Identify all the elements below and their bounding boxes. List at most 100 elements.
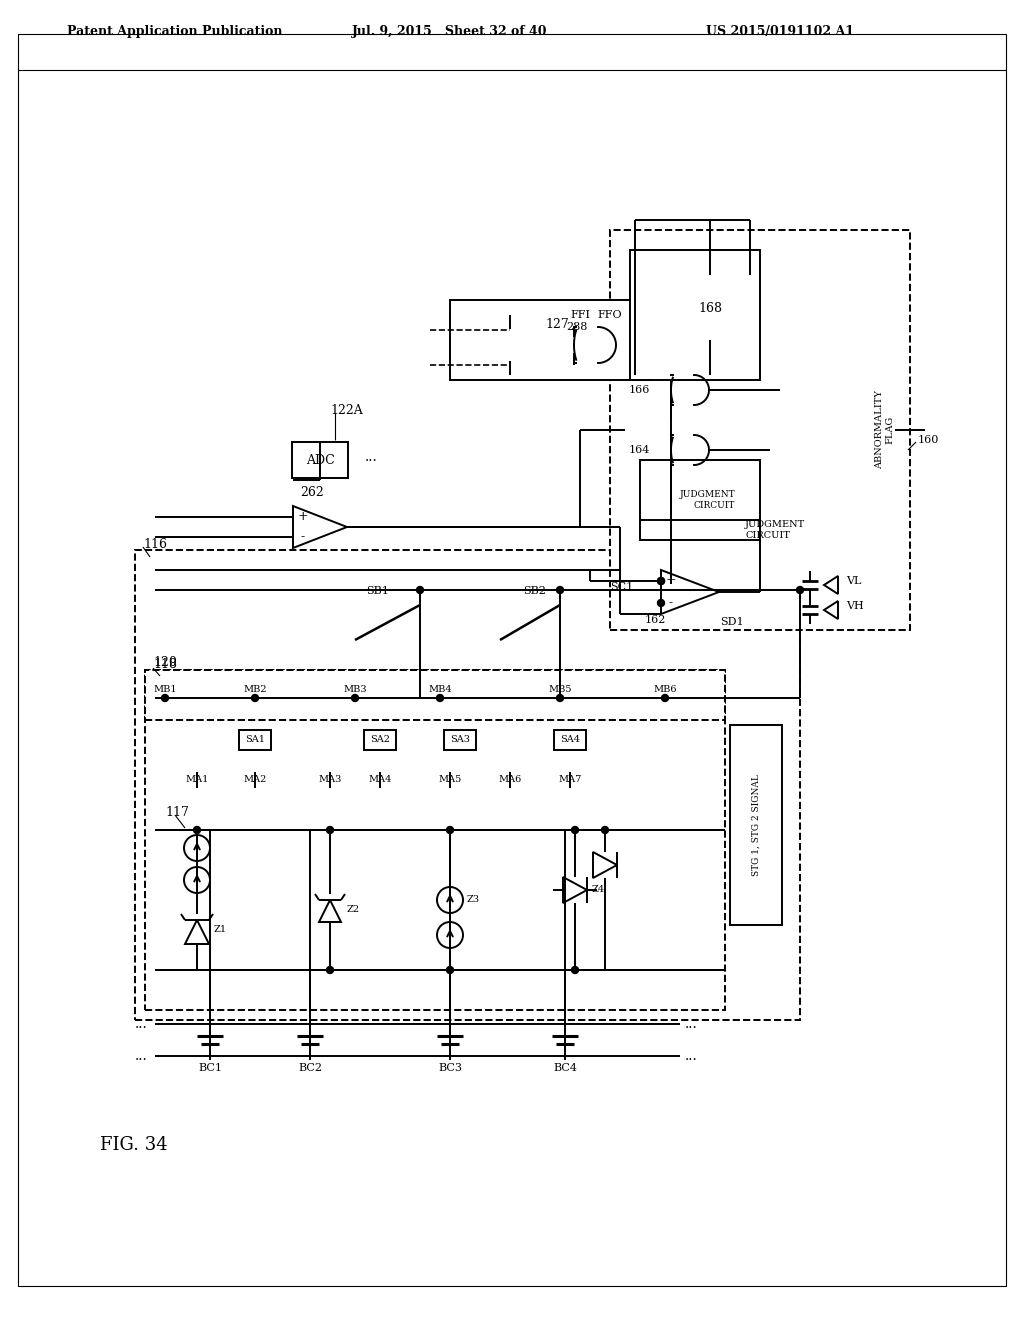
Text: -: - bbox=[669, 597, 673, 610]
Text: ADC: ADC bbox=[305, 454, 335, 466]
Text: MA2: MA2 bbox=[244, 776, 266, 784]
Bar bbox=[135, 550, 800, 1020]
Text: 118: 118 bbox=[153, 659, 177, 672]
Text: MA3: MA3 bbox=[318, 776, 342, 784]
Bar bbox=[145, 671, 725, 1010]
Text: MA6: MA6 bbox=[499, 776, 521, 784]
Text: SB1: SB1 bbox=[366, 586, 389, 597]
Bar bbox=[292, 442, 348, 478]
Text: SC1: SC1 bbox=[610, 582, 633, 591]
Text: ...: ... bbox=[135, 1016, 148, 1031]
Text: Z1: Z1 bbox=[214, 925, 227, 935]
Circle shape bbox=[556, 586, 563, 594]
Text: FFO: FFO bbox=[598, 310, 623, 319]
Text: -: - bbox=[301, 531, 305, 544]
Circle shape bbox=[571, 966, 579, 974]
Bar bbox=[239, 730, 271, 750]
Text: BC1: BC1 bbox=[198, 1063, 222, 1073]
Circle shape bbox=[417, 586, 424, 594]
Circle shape bbox=[446, 966, 454, 974]
Text: MB2: MB2 bbox=[243, 685, 267, 694]
Circle shape bbox=[556, 694, 563, 701]
Bar bbox=[630, 249, 760, 380]
Text: 288: 288 bbox=[566, 322, 588, 333]
Text: 164: 164 bbox=[629, 445, 650, 455]
Text: ...: ... bbox=[365, 450, 378, 465]
Text: MB4: MB4 bbox=[428, 685, 452, 694]
Text: Z4: Z4 bbox=[592, 886, 605, 895]
Circle shape bbox=[657, 578, 665, 585]
Circle shape bbox=[446, 826, 454, 833]
Text: MA1: MA1 bbox=[185, 776, 209, 784]
Bar bbox=[670, 275, 750, 341]
Text: SA3: SA3 bbox=[450, 735, 470, 744]
Text: MA5: MA5 bbox=[438, 776, 462, 784]
Text: 262: 262 bbox=[300, 486, 324, 499]
Text: MB1: MB1 bbox=[154, 685, 177, 694]
Text: BC3: BC3 bbox=[438, 1063, 462, 1073]
Text: SA2: SA2 bbox=[370, 735, 390, 744]
Text: 116: 116 bbox=[143, 539, 167, 552]
Text: BC2: BC2 bbox=[298, 1063, 322, 1073]
Circle shape bbox=[707, 272, 714, 279]
Bar bbox=[730, 725, 782, 925]
Text: US 2015/0191102 A1: US 2015/0191102 A1 bbox=[706, 25, 854, 38]
Circle shape bbox=[351, 694, 358, 701]
Text: 117: 117 bbox=[165, 805, 188, 818]
Text: SA1: SA1 bbox=[245, 735, 265, 744]
Text: MB3: MB3 bbox=[343, 685, 367, 694]
Circle shape bbox=[162, 694, 169, 701]
Bar bbox=[640, 459, 760, 540]
Text: MB6: MB6 bbox=[653, 685, 677, 694]
Circle shape bbox=[436, 694, 443, 701]
Text: 162: 162 bbox=[645, 615, 667, 624]
Bar bbox=[610, 230, 910, 630]
Bar bbox=[364, 730, 396, 750]
Circle shape bbox=[571, 826, 579, 833]
Text: SD1: SD1 bbox=[720, 616, 743, 627]
Bar bbox=[444, 730, 476, 750]
Text: Patent Application Publication: Patent Application Publication bbox=[68, 25, 283, 38]
Bar bbox=[145, 671, 725, 719]
Text: +: + bbox=[298, 511, 308, 524]
Circle shape bbox=[601, 323, 608, 330]
Text: Z3: Z3 bbox=[467, 895, 480, 904]
Text: SB2: SB2 bbox=[523, 586, 547, 597]
Text: MB5: MB5 bbox=[548, 685, 571, 694]
Text: FIG. 34: FIG. 34 bbox=[100, 1137, 168, 1154]
Text: VH: VH bbox=[846, 601, 864, 611]
Text: MA4: MA4 bbox=[369, 776, 392, 784]
Text: VL: VL bbox=[846, 576, 861, 586]
Circle shape bbox=[662, 694, 669, 701]
Text: 160: 160 bbox=[918, 436, 939, 445]
Text: 168: 168 bbox=[698, 301, 722, 314]
Text: JUDGMENT
CIRCUIT: JUDGMENT CIRCUIT bbox=[745, 520, 805, 540]
Text: 127: 127 bbox=[545, 318, 568, 331]
Circle shape bbox=[577, 323, 584, 330]
Circle shape bbox=[327, 966, 334, 974]
Circle shape bbox=[194, 826, 201, 833]
Text: ...: ... bbox=[135, 1049, 148, 1063]
Text: Z2: Z2 bbox=[347, 906, 360, 915]
Circle shape bbox=[327, 826, 334, 833]
Circle shape bbox=[252, 694, 258, 701]
Bar bbox=[554, 730, 586, 750]
Bar bbox=[620, 249, 850, 620]
Text: MA7: MA7 bbox=[558, 776, 582, 784]
Text: ABNORMALITY
FLAG: ABNORMALITY FLAG bbox=[876, 391, 895, 470]
Text: 166: 166 bbox=[629, 385, 650, 395]
Text: JUDGMENT
CIRCUIT: JUDGMENT CIRCUIT bbox=[679, 490, 735, 510]
Bar bbox=[450, 300, 650, 380]
Text: +: + bbox=[666, 574, 676, 587]
Text: ...: ... bbox=[685, 1016, 697, 1031]
Text: 120: 120 bbox=[153, 656, 177, 669]
Text: Jul. 9, 2015   Sheet 32 of 40: Jul. 9, 2015 Sheet 32 of 40 bbox=[352, 25, 548, 38]
Text: FFI: FFI bbox=[570, 310, 590, 319]
Text: ...: ... bbox=[685, 1049, 697, 1063]
Bar bbox=[450, 315, 635, 370]
Text: STG 1, STG 2 SIGNAL: STG 1, STG 2 SIGNAL bbox=[752, 774, 761, 876]
Circle shape bbox=[657, 578, 665, 585]
Circle shape bbox=[707, 371, 714, 379]
Circle shape bbox=[797, 586, 804, 594]
Text: SA4: SA4 bbox=[560, 735, 580, 744]
